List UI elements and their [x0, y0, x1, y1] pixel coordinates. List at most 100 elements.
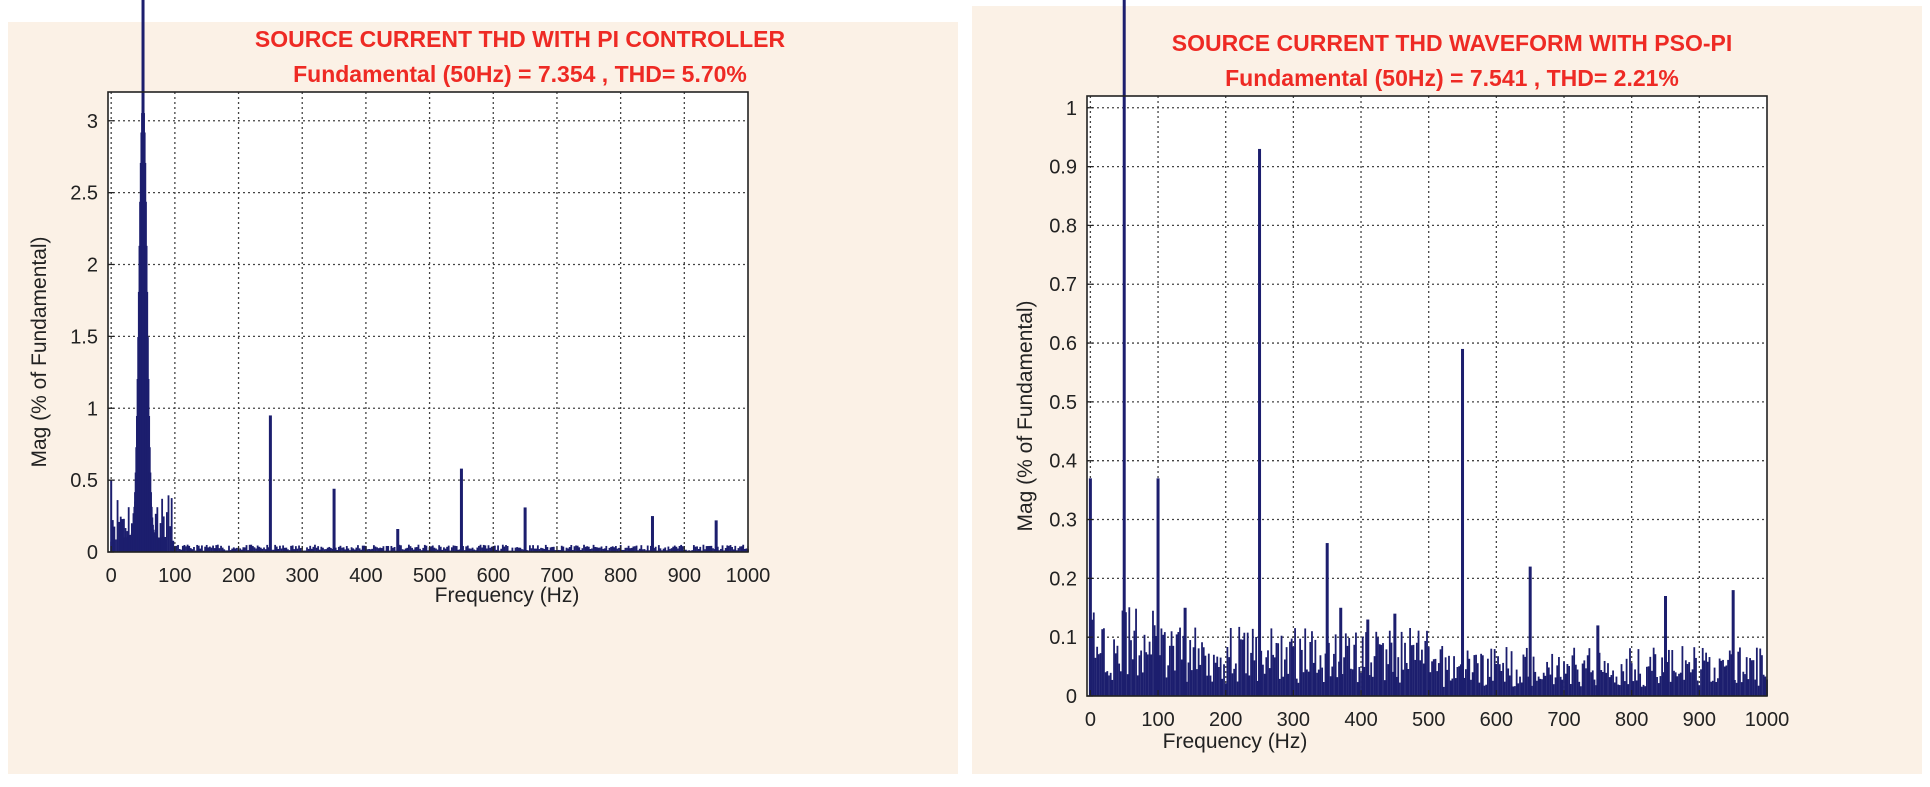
noise-bar — [1737, 651, 1740, 696]
noise-bar — [1481, 655, 1484, 696]
noise-bar — [1444, 657, 1447, 696]
noise-bar — [1287, 673, 1290, 696]
noise-bar — [1637, 649, 1640, 696]
noise-bar — [1292, 646, 1295, 696]
noise-bar — [1410, 645, 1413, 696]
noise-bar — [1556, 665, 1559, 696]
noise-bar — [1360, 672, 1362, 696]
noise-bar — [119, 516, 122, 552]
noise-bar — [1399, 682, 1401, 696]
noise-bar — [279, 545, 281, 552]
noise-bar — [600, 546, 603, 552]
noise-bar — [597, 547, 600, 552]
noise-bar — [1488, 676, 1491, 696]
noise-bar — [1414, 659, 1417, 696]
y-tick-label: 0.4 — [1049, 451, 1077, 473]
noise-bar — [369, 549, 372, 552]
noise-bar — [1228, 657, 1230, 696]
noise-bar — [1508, 675, 1511, 696]
noise-bar — [584, 546, 587, 552]
noise-bar — [1365, 632, 1368, 696]
noise-bar — [1219, 657, 1222, 696]
noise-bar — [1568, 666, 1570, 696]
noise-bar — [1363, 666, 1366, 696]
noise-bar — [559, 550, 562, 552]
noise-bar — [1432, 659, 1435, 696]
noise-bar — [185, 546, 187, 552]
noise-bar — [528, 545, 531, 552]
noise-bar — [255, 548, 257, 552]
noise-bar — [1199, 664, 1202, 696]
noise-bar — [645, 550, 648, 552]
noise-bar — [178, 548, 181, 552]
noise-bar — [403, 549, 406, 552]
noise-bar — [409, 546, 412, 552]
noise-bar — [1434, 658, 1437, 696]
noise-bar — [688, 550, 690, 552]
noise-bar — [1285, 647, 1288, 696]
noise-bar — [275, 546, 278, 552]
noise-bar — [435, 548, 437, 552]
noise-bar — [1116, 645, 1119, 696]
noise-bar — [640, 545, 643, 552]
noise-bar — [1696, 680, 1699, 696]
noise-bar — [1620, 664, 1623, 696]
noise-bar — [357, 545, 359, 552]
noise-bar — [1744, 674, 1746, 696]
noise-bar — [1495, 663, 1498, 696]
noise-bar — [1443, 686, 1445, 696]
noise-bar — [718, 550, 721, 552]
noise-bar — [554, 550, 557, 552]
noise-bar — [1678, 673, 1680, 696]
noise-bar — [118, 521, 121, 552]
noise-bar — [646, 545, 649, 552]
harmonic-bar — [1156, 478, 1160, 696]
harmonic-bar — [1393, 613, 1397, 696]
noise-bar — [661, 550, 663, 552]
noise-bar — [716, 546, 719, 552]
noise-bar — [635, 545, 638, 552]
noise-bar — [1356, 682, 1359, 696]
plot-area — [1087, 96, 1767, 696]
noise-bar — [535, 548, 538, 552]
noise-bar — [111, 520, 114, 552]
noise-bar — [423, 544, 426, 552]
noise-bar — [1197, 648, 1200, 696]
noise-bar — [1299, 638, 1302, 696]
noise-bar — [1485, 684, 1488, 696]
noise-bar — [1092, 612, 1095, 696]
noise-bar — [610, 546, 612, 552]
noise-bar — [1669, 681, 1672, 696]
noise-bar — [1667, 649, 1670, 696]
noise-bar — [1309, 641, 1312, 696]
noise-bar — [366, 549, 369, 552]
noise-bar — [113, 526, 116, 552]
noise-bar — [1206, 675, 1208, 696]
noise-bar — [664, 547, 667, 552]
noise-bar — [1618, 685, 1621, 696]
noise-bar — [1541, 679, 1543, 696]
noise-bar — [197, 545, 200, 552]
noise-bar — [259, 547, 262, 552]
noise-bar — [277, 548, 280, 552]
noise-bar — [637, 550, 640, 552]
noise-bar — [1268, 668, 1271, 696]
y-tick-label: 3 — [87, 111, 98, 133]
plot-area — [108, 92, 748, 552]
noise-bar — [591, 548, 593, 552]
x-axis-label: Frequency (Hz) — [435, 584, 580, 607]
noise-bar — [1212, 654, 1215, 696]
noise-bar — [1172, 645, 1175, 696]
noise-bar — [398, 544, 401, 552]
noise-bar — [659, 548, 662, 552]
noise-bar — [1730, 654, 1733, 696]
noise-bar — [417, 544, 420, 552]
noise-bar — [525, 550, 528, 552]
noise-bar — [127, 507, 130, 552]
noise-bar — [1510, 651, 1513, 696]
noise-bar — [393, 546, 396, 552]
noise-bar — [1094, 657, 1097, 696]
noise-bar — [1284, 659, 1286, 696]
noise-bar — [514, 547, 517, 552]
noise-bar — [1674, 672, 1677, 696]
